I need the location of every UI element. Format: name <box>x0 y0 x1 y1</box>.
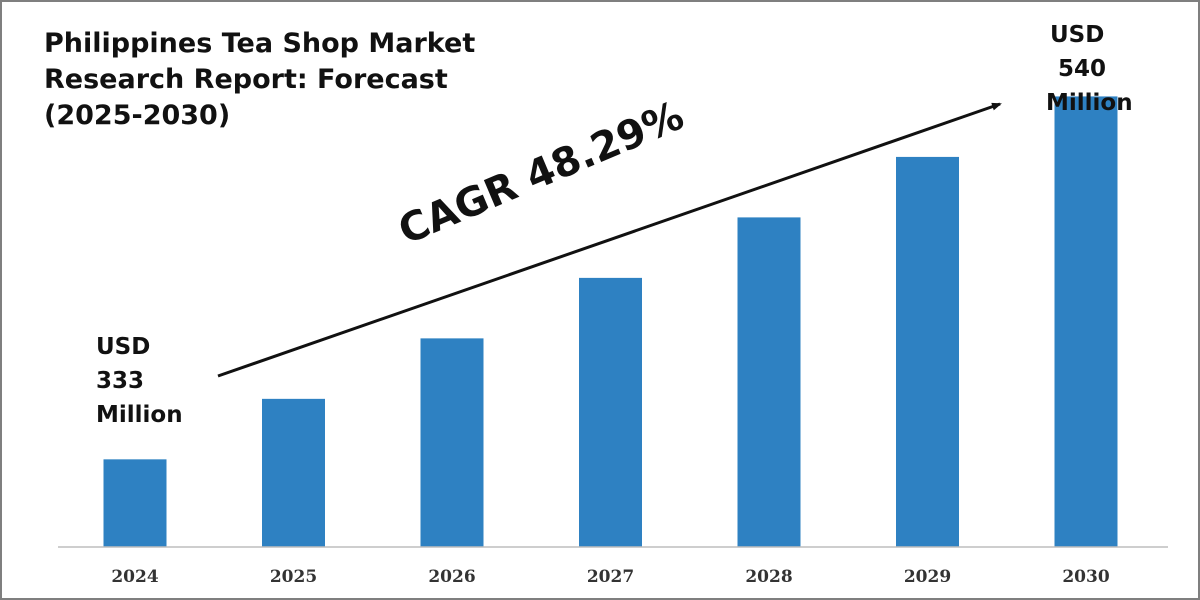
x-tick-label-2024: 2024 <box>111 567 158 587</box>
x-tick-label-2029: 2029 <box>904 567 951 587</box>
bar-2027 <box>579 277 642 547</box>
growth-arrow <box>217 102 1002 378</box>
start-value-currency: USD <box>96 334 151 360</box>
end-value-number: 540 <box>1058 56 1107 82</box>
bar-2028 <box>737 217 801 547</box>
end-value-currency: USD <box>1050 22 1105 48</box>
bar-2026 <box>420 338 484 547</box>
bar-2024 <box>103 459 167 547</box>
start-value-number: 333 <box>96 368 145 394</box>
bar-2029 <box>896 156 959 547</box>
end-value-unit: Million <box>1046 90 1133 116</box>
chart-title-line-3: (2025-2030) <box>44 100 231 131</box>
bar-2030 <box>1054 96 1118 548</box>
chart-title: Philippines Tea Shop Market Research Rep… <box>44 26 514 134</box>
end-value-label: USD 540 Million <box>1046 18 1133 120</box>
chart-title-line-2: Research Report: Forecast <box>44 64 448 95</box>
start-value-unit: Million <box>96 402 183 428</box>
x-tick-label-2028: 2028 <box>745 567 792 587</box>
start-value-label: USD 333 Million <box>96 330 183 432</box>
x-tick-label-2025: 2025 <box>270 567 317 587</box>
x-tick-label-2030: 2030 <box>1062 567 1109 587</box>
bar-2025 <box>262 398 325 547</box>
x-tick-label-2026: 2026 <box>428 567 475 587</box>
x-tick-label-2027: 2027 <box>587 567 634 587</box>
chart-title-line-1: Philippines Tea Shop Market <box>44 28 476 59</box>
